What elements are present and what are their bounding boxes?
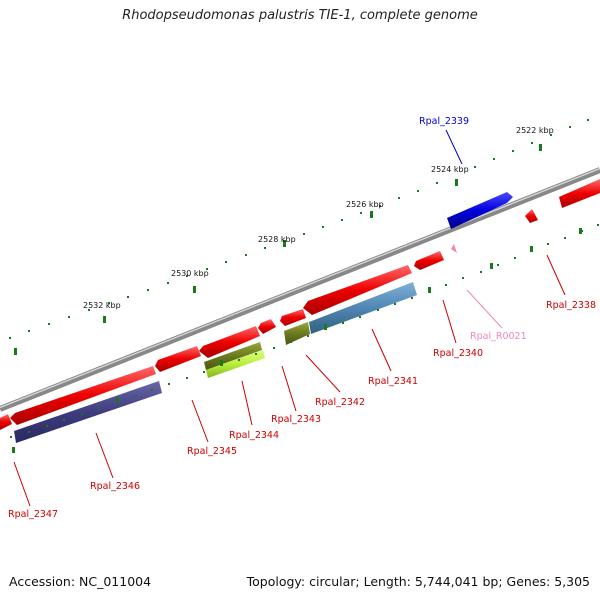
gene-label[interactable]: Rpal_2340 (433, 348, 483, 359)
cog-band-steel (309, 282, 417, 334)
leader-line (305, 354, 341, 393)
leader-line (95, 432, 114, 479)
scale-label: 2526 kbp (346, 200, 384, 209)
genome-backbone (0, 167, 600, 412)
gene-label[interactable]: Rpal_2343 (271, 414, 321, 425)
inner-tick-ring (10, 224, 599, 453)
cds-feature-rpal-2347[interactable] (0, 414, 12, 430)
leader-line (281, 365, 297, 412)
trna-feature-rpal-r0021[interactable] (451, 244, 457, 253)
scale-label: 2528 kbp (258, 235, 296, 244)
leader-line (445, 129, 463, 165)
leader-line (241, 380, 253, 426)
cds-feature-rpal-2339[interactable] (447, 192, 513, 229)
accession-text: Accession: NC_011004 (9, 574, 152, 589)
cds-feature[interactable] (559, 179, 600, 208)
gene-label[interactable]: Rpal_R0021 (470, 331, 527, 342)
cds-feature-rpal-2344[interactable] (199, 326, 260, 358)
gene-label[interactable]: Rpal_2339 (419, 116, 469, 127)
genome-summary-text: Topology: circular; Length: 5,744,041 bp… (246, 574, 590, 589)
gene-label[interactable]: Rpal_2346 (90, 481, 140, 492)
leader-line (466, 289, 503, 329)
leader-line (546, 254, 566, 296)
cds-feature-rpal-2342[interactable] (280, 309, 306, 326)
cds-feature-rpal-2345[interactable] (155, 346, 201, 372)
gene-label[interactable]: Rpal_2338 (546, 300, 596, 311)
leader-line (13, 461, 31, 507)
gene-label[interactable]: Rpal_2344 (229, 430, 279, 441)
cds-feature-rpal-2341[interactable] (303, 265, 412, 315)
cog-band-olive-2 (204, 342, 262, 370)
gene-label[interactable]: Rpal_2341 (368, 376, 418, 387)
gene-label[interactable]: Rpal_2345 (187, 446, 237, 457)
scale-label: 2532 kbp (83, 301, 121, 310)
genome-title: Rhodopseudomonas palustris TIE-1, comple… (122, 8, 478, 23)
cds-feature-rpal-2346[interactable] (10, 366, 156, 425)
leader-line (442, 299, 457, 344)
scale-label: 2524 kbp (431, 165, 469, 174)
scale-label: 2522 kbp (516, 126, 554, 135)
cds-feature-rpal-2340[interactable] (414, 251, 444, 270)
cog-band-olive (284, 322, 310, 345)
leader-line (191, 399, 209, 443)
scale-ring (9, 119, 589, 355)
cog-band-lime (206, 350, 265, 378)
gene-label[interactable]: Rpal_2347 (8, 509, 58, 520)
cog-band-navy (14, 381, 162, 443)
cds-feature[interactable] (525, 209, 538, 223)
cds-feature-rpal-2343[interactable] (258, 319, 276, 334)
scale-label: 2530 kbp (171, 269, 209, 278)
gene-label[interactable]: Rpal_2342 (315, 397, 365, 408)
leader-line (371, 328, 392, 372)
